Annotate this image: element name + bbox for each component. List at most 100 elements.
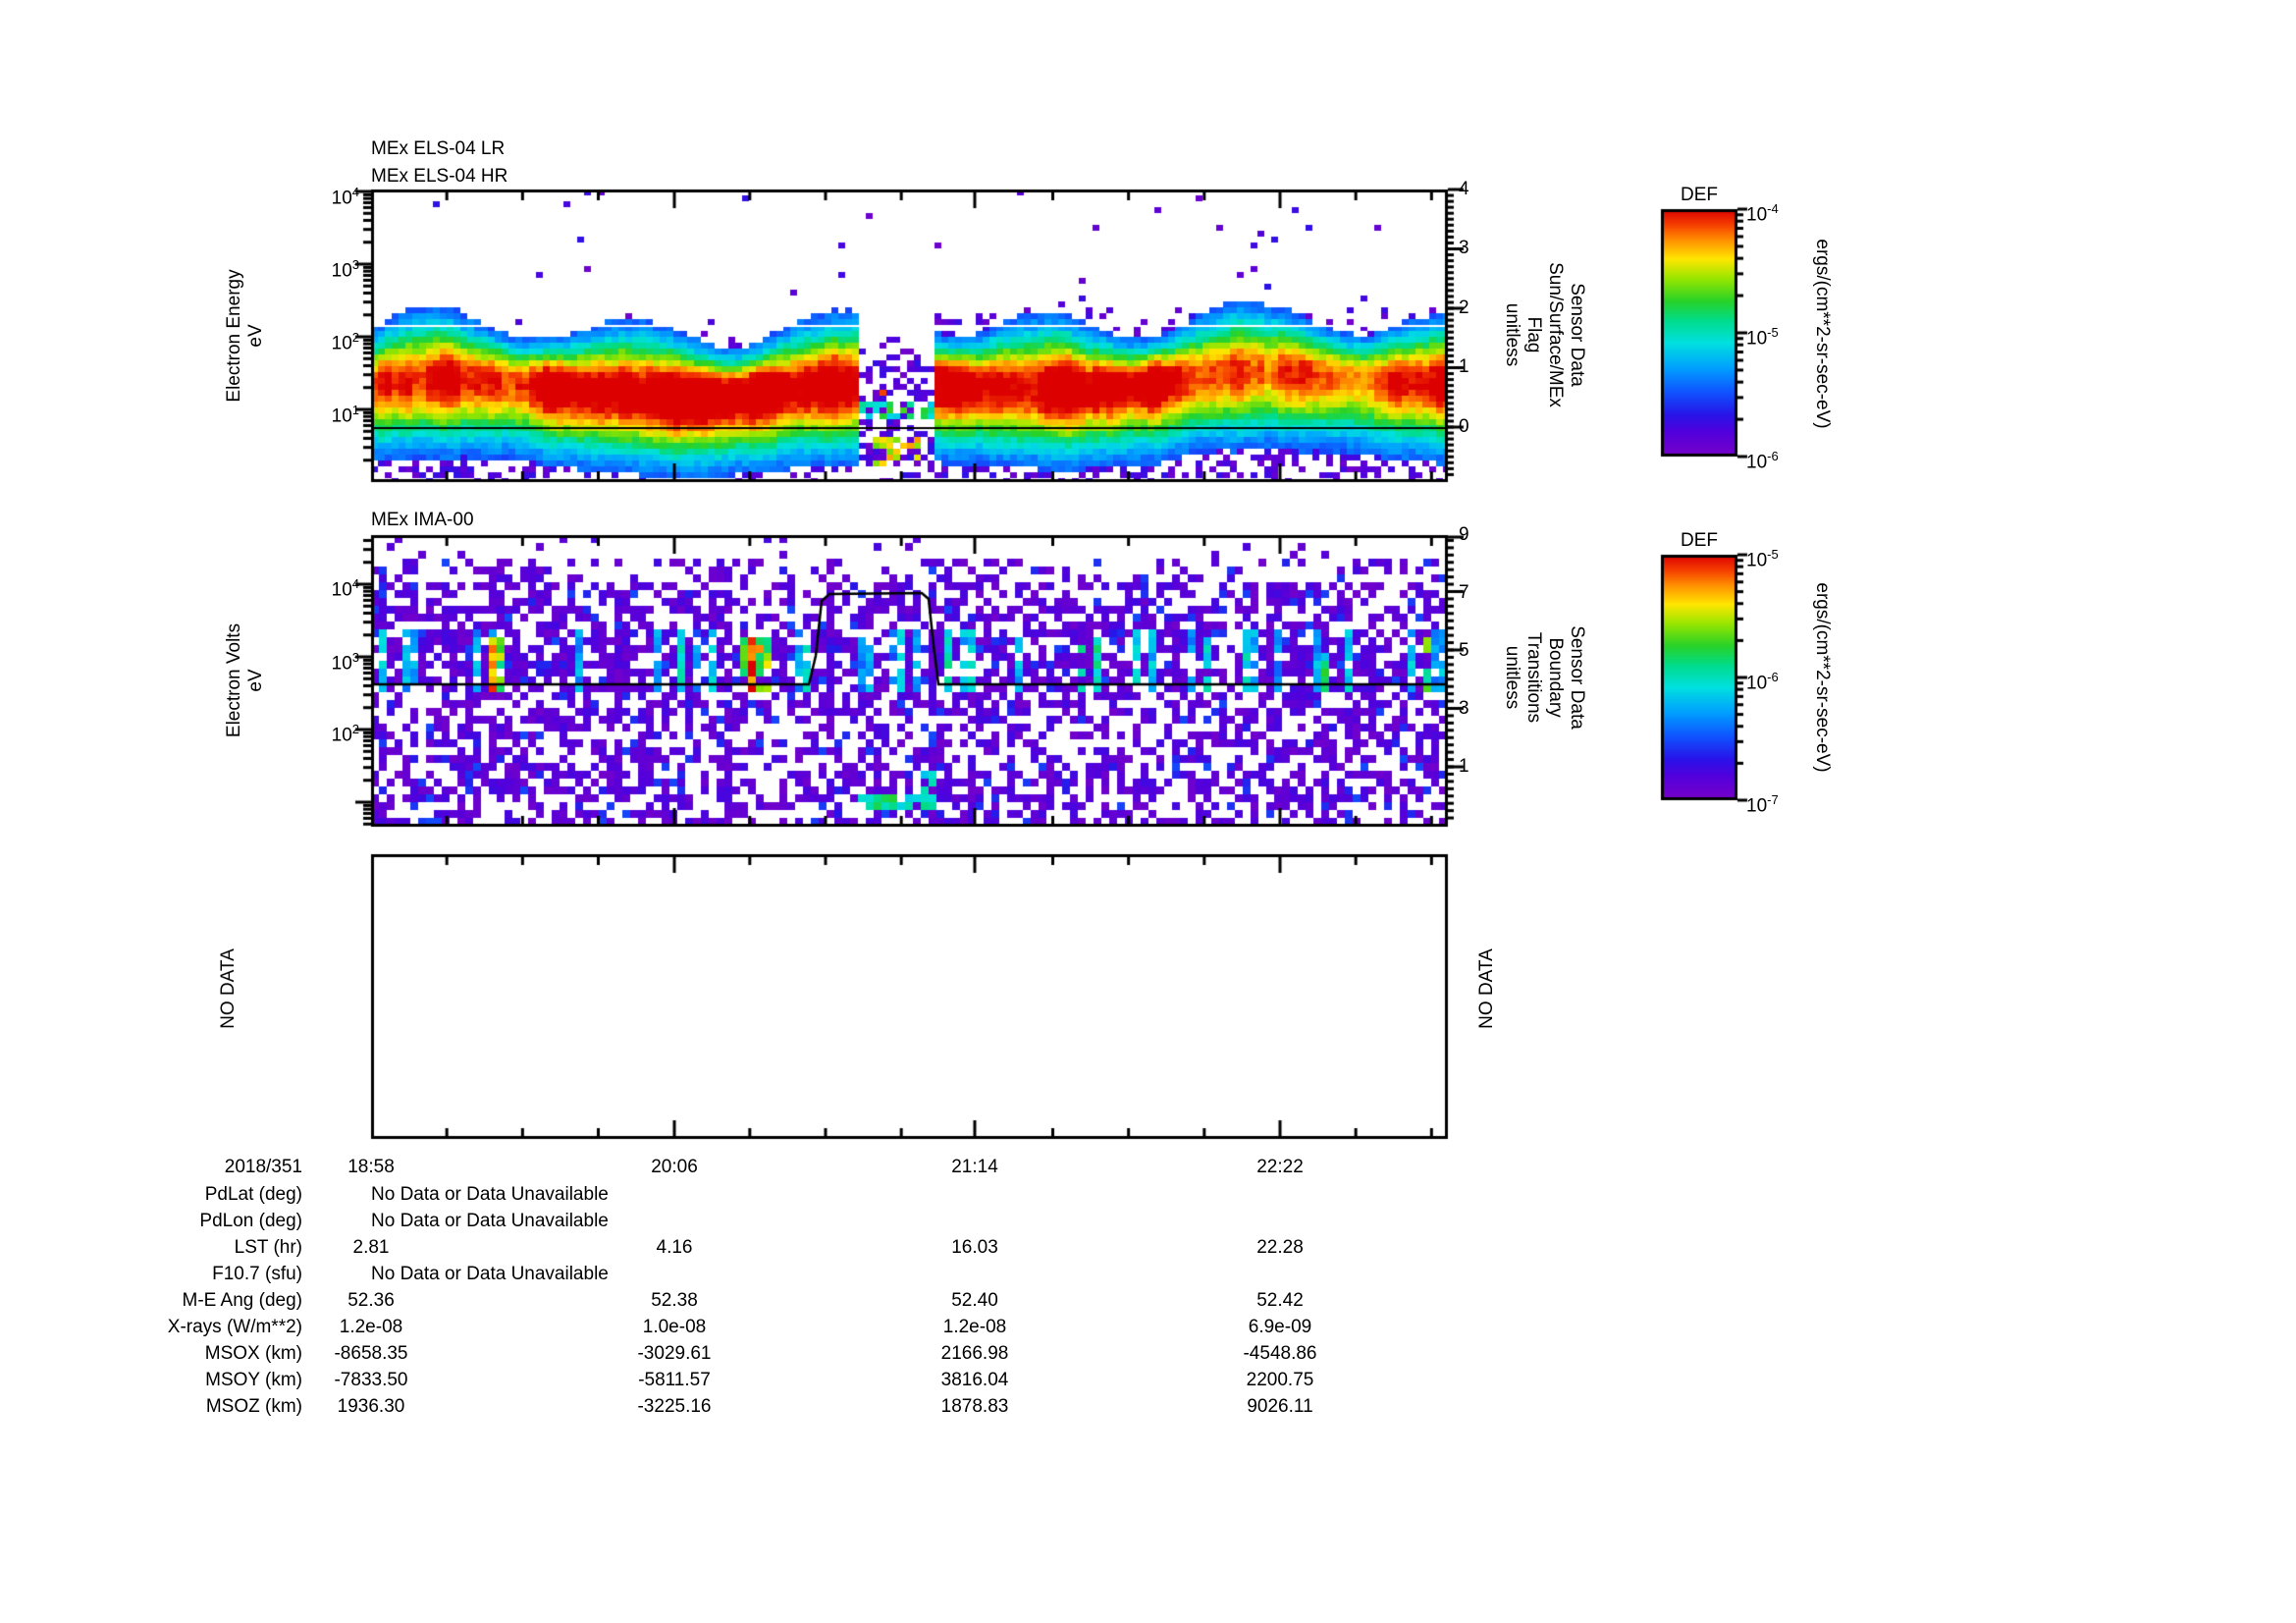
tick-mantissa: 10 [331,653,352,675]
metadata-row-msox: MSOX (km) -8658.35 -3029.61 2166.98 -454… [0,1342,2296,1366]
tick-exponent: -5 [1767,325,1779,340]
metadata-value: 4.16 [656,1237,693,1258]
axis-label-line: unitless [1502,645,1522,710]
tick-exponent: 4 [351,185,359,199]
metadata-no-data: No Data or Data Unavailable [371,1211,609,1231]
metadata-row-pdlat: PdLat (deg) No Data or Data Unavailable [0,1183,2296,1207]
panel1-title-line1: MEx ELS-04 LR [371,138,506,159]
panel1-flag-tick: 0 [1459,416,1469,437]
axis-label-line: Electron Energy [224,269,244,403]
metadata-value: -7833.50 [334,1370,408,1390]
metadata-value: -5811.57 [638,1370,711,1390]
axis-label-line: Sun/Surface/MEx [1545,262,1566,407]
colorbar2-tick-bottom: 10-7 [1746,788,1779,816]
tick-mantissa: 10 [331,333,352,354]
metadata-row-meang: M-E Ang (deg) 52.36 52.38 52.40 52.42 [0,1289,2296,1313]
metadata-value: -3225.16 [637,1396,712,1417]
metadata-row-msoz: MSOZ (km) 1936.30 -3225.16 1878.83 9026.… [0,1395,2296,1419]
colorbar2-tick-mid: 10-6 [1746,666,1779,693]
metadata-row-label: LST (hr) [234,1237,302,1258]
time-tick-label: 18:58 [347,1157,395,1177]
panel1-ytick-1e2: 102 [281,326,359,354]
panel2-flag-tick: 5 [1459,640,1469,661]
panel2-ytick-1e3: 103 [281,646,359,674]
metadata-value: 1.2e-08 [942,1317,1007,1337]
metadata-no-data: No Data or Data Unavailable [371,1264,609,1284]
colorbar2-title: DEF [1681,530,1718,551]
tick-mantissa: 10 [1746,328,1768,350]
panel1-title-line2: MEx ELS-04 HR [371,166,508,187]
panel2-flag-tick: 9 [1459,524,1469,545]
tick-exponent: -6 [1767,449,1779,463]
panel2-ytick-1e4: 104 [281,572,359,600]
axis-label-line: Flag [1523,316,1544,353]
tick-exponent: 2 [351,330,359,345]
axis-label-line: eV [245,669,266,692]
tick-exponent: -7 [1767,792,1779,807]
panel1-flag-tick: 3 [1459,238,1469,258]
tick-mantissa: 10 [1746,673,1768,694]
colorbar1-tick-top: 10-4 [1746,197,1779,225]
time-tick-label: 21:14 [951,1157,998,1177]
metadata-value: 2200.75 [1246,1370,1314,1390]
metadata-row-label: M-E Ang (deg) [182,1290,303,1311]
metadata-row-lst: LST (hr) 2.81 4.16 16.03 22.28 [0,1236,2296,1260]
metadata-value: 3816.04 [940,1370,1009,1390]
metadata-value: -3029.61 [637,1343,712,1364]
panel2-title: MEx IMA-00 [371,510,474,530]
tick-mantissa: 10 [331,406,352,427]
metadata-value: 16.03 [951,1237,998,1258]
panel3-no-data-right: NO DATA [1476,948,1497,1029]
panel1-ytick-1e4: 104 [281,181,359,208]
metadata-no-data: No Data or Data Unavailable [371,1184,609,1205]
panel1-ytick-1e1: 101 [281,399,359,426]
metadata-value: 2.81 [352,1237,390,1258]
colorbar2-unit-label: ergs/(cm**2-sr-sec-eV) [1812,582,1833,773]
axis-label-line: Sensor Data [1567,625,1587,730]
metadata-value: 1.2e-08 [339,1317,403,1337]
panel2-flag-tick: 1 [1459,756,1469,777]
metadata-value: 1.0e-08 [642,1317,707,1337]
metadata-row-label: MSOY (km) [205,1370,302,1390]
tick-mantissa: 10 [1746,204,1768,226]
tick-exponent: 4 [351,576,359,591]
tick-exponent: 1 [351,403,359,417]
metadata-row-pdlon: PdLon (deg) No Data or Data Unavailable [0,1210,2296,1233]
metadata-value: 6.9e-09 [1248,1317,1312,1337]
panel1-flag-tick: 4 [1459,179,1469,199]
date-label: 2018/351 [224,1157,302,1177]
axis-label-line: Electron Volts [224,622,244,738]
metadata-value: 1936.30 [337,1396,405,1417]
metadata-row-label: X-rays (W/m**2) [167,1317,302,1337]
colorbar1-title: DEF [1681,185,1718,205]
panel1-right-axis-label: Sensor Data Sun/Surface/MEx Flag unitles… [1501,262,1587,407]
colorbar1-tick-bottom: 10-6 [1746,445,1779,472]
axis-label-line: unitless [1502,302,1522,367]
tick-exponent: -5 [1767,547,1779,562]
metadata-row-label: MSOZ (km) [205,1396,302,1417]
panel2-flag-tick: 7 [1459,582,1469,603]
time-axis-row: 2018/351 18:58 20:06 21:14 22:22 [0,1156,2296,1179]
tick-exponent: 2 [351,722,359,736]
colorbar1-unit-label: ergs/(cm**2-sr-sec-eV) [1812,239,1833,429]
tick-mantissa: 10 [1746,795,1768,817]
colorbar2-tick-top: 10-5 [1746,543,1779,570]
metadata-value: 22.28 [1256,1237,1304,1258]
tick-exponent: -6 [1767,670,1779,684]
metadata-value: 2166.98 [940,1343,1009,1364]
colorbar1-tick-mid: 10-5 [1746,321,1779,349]
tick-mantissa: 10 [331,725,352,746]
metadata-row-label: PdLat (deg) [204,1184,302,1205]
panel2-ytick-1e2: 102 [281,718,359,745]
metadata-value: 52.38 [651,1290,698,1311]
tick-exponent: -4 [1767,201,1779,216]
metadata-row-label: PdLon (deg) [199,1211,302,1231]
metadata-row-xrays: X-rays (W/m**2) 1.2e-08 1.0e-08 1.2e-08 … [0,1316,2296,1339]
tick-exponent: 3 [351,257,359,272]
metadata-value: 52.42 [1256,1290,1304,1311]
tick-mantissa: 10 [1746,452,1768,473]
panel1-flag-tick: 2 [1459,298,1469,318]
panel1-ytick-1e3: 103 [281,253,359,281]
